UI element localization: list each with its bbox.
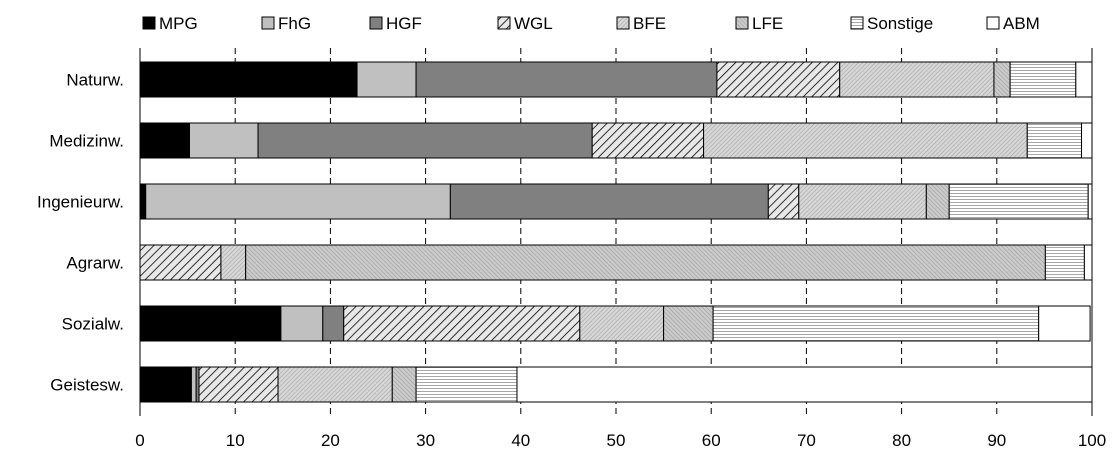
bar-segment-medizinw-sonstige — [1026, 122, 1083, 159]
x-tick-label-80: 80 — [892, 431, 911, 450]
bar-segment-ingenieurw-abm — [1087, 183, 1093, 220]
bar-segment-geistesw-fhg — [190, 366, 197, 403]
category-labels: Naturw. Medizinw. Ingenieurw. Agrarw. Sozial… — [37, 71, 124, 395]
bar-segment-sozialw-lfe — [663, 305, 714, 342]
bar-segment-agrarw-sonstige — [1044, 244, 1085, 281]
bar-segment-geistesw-lfe — [391, 366, 417, 403]
x-tick-label-60: 60 — [702, 431, 721, 450]
gridlines — [234, 48, 998, 416]
x-tick-label-0: 0 — [135, 431, 144, 450]
bar-segment-medizinw-mpg — [139, 122, 191, 159]
legend-label-lfe: LFE — [752, 14, 783, 33]
bar-segment-medizinw-hgf — [257, 122, 593, 159]
x-tick-label-90: 90 — [987, 431, 1006, 450]
bar-segment-naturw-mpg — [139, 61, 358, 98]
bar-segment-ingenieurw-lfe — [925, 183, 950, 220]
x-tick-label-10: 10 — [226, 431, 245, 450]
legend-label-wgl: WGL — [514, 14, 553, 33]
x-tick-label-20: 20 — [321, 431, 340, 450]
category-label-agrarw: Agrarw. — [66, 254, 124, 273]
bar-segment-sozialw-sonstige — [712, 305, 1040, 342]
legend-swatch-mpg — [142, 16, 156, 30]
bar-segment-naturw-bfe — [839, 61, 995, 98]
bar-segment-ingenieurw-wgl — [767, 183, 800, 220]
legend-swatch-fhg — [261, 16, 275, 30]
bar-segment-naturw-abm — [1075, 61, 1093, 98]
legend-swatch-abm — [986, 16, 1000, 30]
x-axis: 0 10 20 30 40 50 60 70 80 90 100 — [135, 48, 1106, 450]
bar-segment-geistesw-bfe — [277, 366, 393, 403]
x-tick-label-50: 50 — [607, 431, 626, 450]
bar-segment-geistesw-sonstige — [415, 366, 518, 403]
legend-swatch-hgf — [369, 16, 383, 30]
bar-segment-sozialw-abm — [1038, 305, 1091, 342]
category-label-geistesw: Geistesw. — [50, 376, 124, 395]
legend: MPG FhG HGF WGL BFE LFE Sonstige ABM — [142, 14, 1040, 33]
legend-label-fhg: FhG — [278, 14, 311, 33]
legend-label-sonstige: Sonstige — [867, 14, 933, 33]
bar-segment-geistesw-mpg — [139, 366, 192, 403]
category-label-medizinw: Medizinw. — [49, 132, 124, 151]
bar-segment-sozialw-bfe — [579, 305, 665, 342]
bar-segment-agrarw-abm — [1083, 244, 1093, 281]
bar-segment-ingenieurw-fhg — [145, 183, 451, 220]
x-tick-label-70: 70 — [797, 431, 816, 450]
bars — [139, 61, 1093, 403]
legend-label-abm: ABM — [1003, 14, 1040, 33]
bar-segment-medizinw-fhg — [189, 122, 259, 159]
bar-segment-ingenieurw-bfe — [798, 183, 927, 220]
bar-segment-agrarw-wgl — [139, 244, 222, 281]
bar-segment-sozialw-fhg — [280, 305, 324, 342]
bar-segment-ingenieurw-mpg — [139, 183, 147, 220]
legend-label-hgf: HGF — [386, 14, 422, 33]
bar-segment-geistesw-wgl — [198, 366, 279, 403]
bar-segment-sozialw-mpg — [139, 305, 282, 342]
category-label-naturw: Naturw. — [66, 71, 124, 90]
bar-segment-naturw-lfe — [993, 61, 1011, 98]
bar-segment-naturw-hgf — [415, 61, 718, 98]
bar-segment-naturw-fhg — [356, 61, 417, 98]
bar-segment-geistesw-abm — [516, 366, 1093, 403]
bar-segment-sozialw-wgl — [343, 305, 581, 342]
x-tick-label-30: 30 — [416, 431, 435, 450]
x-tick-label-100: 100 — [1078, 431, 1106, 450]
legend-label-bfe: BFE — [633, 14, 666, 33]
legend-swatch-lfe — [735, 16, 749, 30]
category-label-ingenieurw: Ingenieurw. — [37, 193, 124, 212]
bar-segment-medizinw-wgl — [591, 122, 705, 159]
bar-segment-naturw-sonstige — [1009, 61, 1077, 98]
bar-segment-agrarw-lfe — [245, 244, 1046, 281]
bar-segment-medizinw-bfe — [703, 122, 1028, 159]
legend-swatch-wgl — [497, 16, 511, 30]
legend-label-mpg: MPG — [159, 14, 198, 33]
bar-segment-naturw-wgl — [716, 61, 841, 98]
bar-segment-agrarw-bfe — [220, 244, 247, 281]
category-label-sozialw: Sozialw. — [62, 315, 124, 334]
bar-segment-ingenieurw-sonstige — [948, 183, 1089, 220]
bar-segment-sozialw-hgf — [322, 305, 345, 342]
legend-swatch-bfe — [616, 16, 630, 30]
legend-swatch-sonstige — [850, 16, 864, 30]
x-tick-label-40: 40 — [511, 431, 530, 450]
bar-segment-ingenieurw-hgf — [449, 183, 769, 220]
bar-segment-medizinw-abm — [1081, 122, 1093, 159]
